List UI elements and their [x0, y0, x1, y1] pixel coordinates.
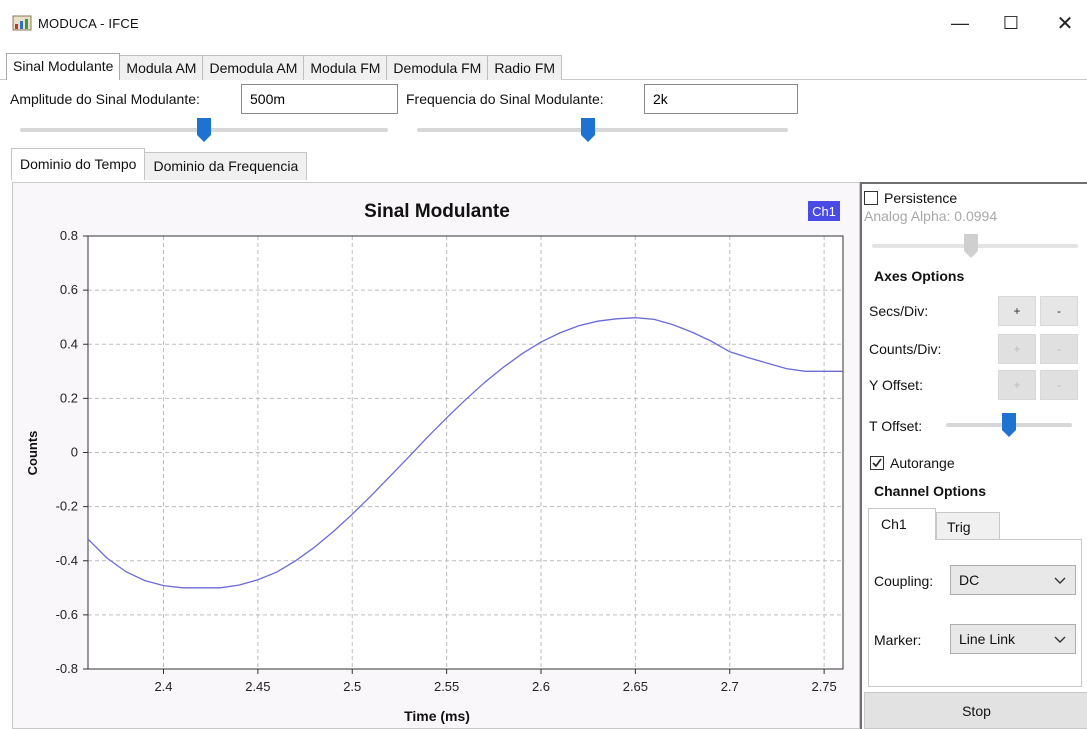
channel-tab-trig-label: Trig	[947, 519, 971, 535]
maximize-button[interactable]: ☐	[1002, 12, 1020, 33]
main-tab-strip: Sinal Modulante Modula AM Demodula AM Mo…	[6, 53, 563, 80]
channel-tab-ch1[interactable]: Ch1	[868, 508, 936, 540]
x-tick-label: 2.4	[154, 679, 172, 694]
slider-thumb[interactable]	[197, 118, 211, 142]
slider-thumb[interactable]	[964, 234, 979, 258]
tab-demodula-fm[interactable]: Demodula FM	[386, 55, 489, 80]
y-tick-label: -0.6	[56, 607, 78, 622]
y-tick-label: 0.8	[60, 228, 78, 243]
tab-modula-fm[interactable]: Modula FM	[303, 55, 388, 80]
slider-thumb[interactable]	[581, 118, 596, 142]
x-tick-label: 2.5	[343, 679, 361, 694]
marker-label: Marker:	[874, 632, 922, 648]
close-button[interactable]: ✕	[1056, 12, 1074, 35]
counts-div-plus-button[interactable]: +	[998, 334, 1036, 364]
marker-value: Line Link	[959, 631, 1016, 647]
autorange-label: Autorange	[890, 455, 955, 471]
autorange-checkbox[interactable]	[870, 456, 884, 470]
chevron-down-icon	[1054, 636, 1066, 643]
checkmark-icon	[872, 458, 882, 468]
tab-modula-am[interactable]: Modula AM	[119, 55, 204, 80]
frequency-label: Frequencia do Sinal Modulante:	[406, 91, 604, 107]
tab-sinal-modulante[interactable]: Sinal Modulante	[6, 53, 121, 80]
persistence-label: Persistence	[884, 190, 958, 206]
t-offset-slider[interactable]	[946, 413, 1072, 437]
slider-thumb[interactable]	[1002, 413, 1016, 437]
tab-dominio-tempo[interactable]: Dominio do Tempo	[11, 148, 146, 180]
y-tick-label: -0.4	[56, 553, 78, 568]
window-title: MODUCA - IFCE	[38, 16, 139, 31]
analog-alpha-slider[interactable]	[872, 234, 1078, 258]
x-tick-label: 2.75	[811, 679, 836, 694]
coupling-label: Coupling:	[874, 573, 934, 589]
oscilloscope-chart[interactable]: Sinal Modulante Ch1 2.4 2.45 2.5 2.55 2.6 2.6…	[13, 183, 859, 728]
coupling-select[interactable]: DC	[950, 565, 1076, 595]
frequency-input[interactable]	[644, 84, 798, 114]
plot-area	[88, 236, 843, 669]
amplitude-input[interactable]	[241, 84, 398, 114]
series-line-ch1	[87, 317, 843, 589]
y-tick-label: 0.2	[60, 390, 78, 405]
slider-track	[417, 128, 788, 132]
y-tick-label: -0.2	[56, 499, 78, 514]
counts-div-label: Counts/Div:	[869, 341, 942, 357]
stop-button[interactable]: Stop	[864, 692, 1087, 729]
chart-app-icon	[12, 15, 32, 31]
legend-label: Ch1	[812, 204, 836, 219]
channel-options-title: Channel Options	[874, 483, 986, 499]
amplitude-label: Amplitude do Sinal Modulante:	[10, 91, 200, 107]
t-offset-label: T Offset:	[869, 418, 923, 434]
x-tick-label: 2.6	[532, 679, 550, 694]
plot-panel: Sinal Modulante Ch1 2.4 2.45 2.5 2.55 2.6 2.6…	[12, 182, 860, 729]
x-tick-label: 2.7	[721, 679, 739, 694]
y-tick-label: 0.6	[60, 282, 78, 297]
scope-options-panel: Persistence Analog Alpha: 0.0994 Axes Op…	[860, 182, 1087, 729]
secs-div-label: Secs/Div:	[869, 303, 929, 319]
y-tick-label: -0.8	[56, 661, 78, 676]
y-offset-label: Y Offset:	[869, 377, 923, 393]
analog-alpha-label: Analog Alpha: 0.0994	[864, 208, 998, 224]
y-tick-label: 0	[71, 445, 78, 460]
y-offset-minus-button[interactable]: -	[1040, 370, 1078, 400]
chart-title: Sinal Modulante	[364, 201, 510, 222]
channel-tab-trig[interactable]: Trig	[936, 512, 1000, 540]
tab-dominio-frequencia[interactable]: Dominio da Frequencia	[144, 152, 308, 180]
x-tick-label: 2.45	[245, 679, 270, 694]
title-bar: MODUCA - IFCE — ☐ ✕	[0, 0, 1087, 44]
tab-demodula-am[interactable]: Demodula AM	[202, 55, 305, 80]
legend-swatch	[808, 201, 840, 221]
secs-div-minus-button[interactable]: -	[1040, 296, 1078, 326]
marker-select[interactable]: Line Link	[950, 624, 1076, 654]
y-offset-plus-button[interactable]: +	[998, 370, 1036, 400]
persistence-checkbox[interactable]	[864, 191, 878, 205]
coupling-value: DC	[959, 572, 980, 588]
axes-options-title: Axes Options	[874, 268, 965, 284]
y-axis-label: Counts	[25, 431, 40, 476]
channel-tab-ch1-label: Ch1	[881, 516, 907, 532]
frequency-slider[interactable]	[417, 118, 788, 142]
minimize-button[interactable]: —	[951, 12, 969, 33]
chevron-down-icon	[1054, 577, 1066, 584]
x-axis-label: Time (ms)	[404, 708, 470, 724]
x-tick-label: 2.55	[434, 679, 459, 694]
domain-tab-strip: Dominio do Tempo Dominio da Frequencia	[11, 148, 308, 180]
channel-tab-body	[868, 539, 1082, 687]
counts-div-minus-button[interactable]: -	[1040, 334, 1078, 364]
x-tick-label: 2.65	[623, 679, 648, 694]
tab-radio-fm[interactable]: Radio FM	[487, 55, 563, 80]
secs-div-plus-button[interactable]: +	[998, 296, 1036, 326]
y-tick-label: 0.4	[60, 336, 78, 351]
amplitude-slider[interactable]	[20, 118, 388, 142]
